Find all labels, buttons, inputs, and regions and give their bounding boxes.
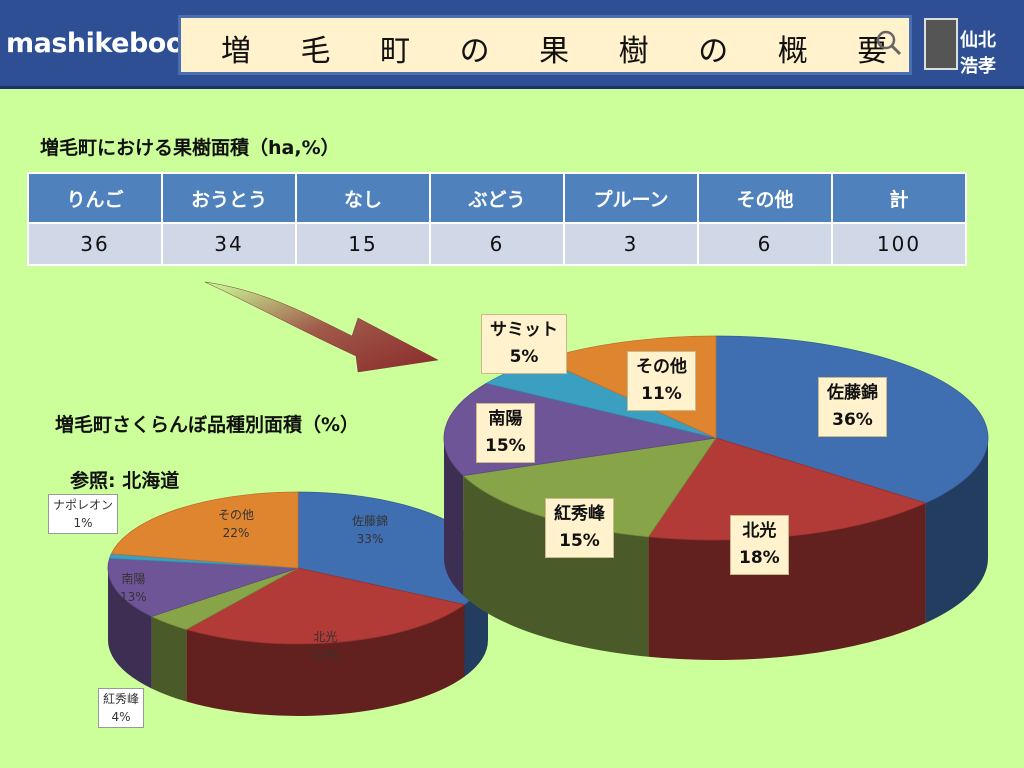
small-pie-label-2: 紅秀峰 4% [98,688,145,728]
small-pie-label-name: 南陽 [121,572,146,586]
pie-slice-北光 [647,437,927,541]
large-pie-label-value: 36% [832,410,873,430]
large-pie-label-name: 南陽 [488,409,523,429]
small-pie-label-name: 佐藤錦 [352,514,389,528]
pie-side-南陽 [444,438,464,596]
large-pie-label-value: 15% [559,531,600,551]
large-pie-label-2: 紅秀峰 15% [545,498,614,558]
small-pie-label-0: 佐藤錦 33% [352,512,388,548]
table-header-cell: 計 [831,172,967,224]
table-cell: 100 [831,222,967,266]
header-divider [0,86,1024,89]
small-pie-chart [107,491,489,717]
pie-slice-南陽 [107,558,299,617]
large-pie-label-value: 5% [509,347,539,367]
small-pie-label-value: 4% [111,710,131,724]
author-logo-text: 仙北 浩孝 [960,30,996,77]
small-pie-label-value: 22% [222,526,250,540]
fruit-area-table: りんご おうとう なし ぶどう プルーン その他 計 36 34 15 6 3 … [27,172,967,266]
table-cell: 15 [295,222,431,266]
large-pie-label-value: 18% [739,548,780,568]
large-pie-label-value: 15% [485,436,526,456]
table-cell: 36 [27,222,163,266]
search-icon[interactable] [874,28,904,58]
page-title-box: 増 毛 町 の 果 樹 の 概 要 [178,15,912,75]
large-pie-label-name: その他 [636,357,687,377]
pie-side-北光 [186,604,465,717]
table-header-cell: ぶどう [429,172,565,224]
author-photo [924,18,958,70]
small-pie-label-4: ナポレオン 1% [48,494,119,534]
small-pie-label-name: ナポレオン [53,498,114,512]
small-pie-label-name: 紅秀峰 [103,692,140,706]
small-pie-label-value: 13% [120,590,147,604]
pie-side-佐藤錦 [925,438,988,624]
source-reference: 参照: 北海道 [70,470,180,492]
table-header-cell: おうとう [161,172,297,224]
small-pie-title: 増毛町さくらんぼ品種別面積（%） [55,414,360,436]
large-pie-label-0: 佐藤錦 36% [818,377,887,437]
table-cell: 3 [563,222,699,266]
large-pie-label-name: 佐藤錦 [827,383,878,403]
large-pie-chart [443,335,989,660]
small-pie-label-3: 南陽 13% [120,570,147,606]
table-cell: 6 [429,222,565,266]
pie-slice-その他 [110,491,299,569]
small-pie-label-5: その他 22% [218,506,254,542]
table-header-cell: その他 [697,172,833,224]
large-pie-label-3: 南陽 15% [476,403,535,463]
large-pie-label-value: 11% [641,384,682,404]
table-cell: 6 [697,222,833,266]
small-pie-label-value: 1% [73,516,93,530]
small-pie-label-name: その他 [218,508,255,522]
large-pie-label-1: 北光 18% [730,515,789,575]
table-cell: 34 [161,222,297,266]
pie-side-紅秀峰 [463,475,649,657]
page-title: 増 毛 町 の 果 樹 の 概 要 [221,34,908,69]
table-row: 36 34 15 6 3 6 100 [27,222,967,266]
pie-side-紅秀峰 [151,616,187,702]
small-pie-label-1: 北光 27% [312,628,339,664]
small-pie-label-value: 33% [356,532,384,546]
table-header-cell: なし [295,172,431,224]
brand-logo[interactable]: mashikebook [6,17,202,71]
pie-slice-北光 [185,567,466,645]
small-pie-label-name: 北光 [313,630,338,644]
large-pie-label-4: サミット 5% [481,314,567,374]
large-pie-label-5: その他 11% [627,351,696,411]
small-pie-label-value: 27% [312,648,339,662]
pie-side-北光 [648,503,926,660]
large-pie-label-name: 北光 [742,521,777,541]
table-header-cell: りんご [27,172,163,224]
curved-arrow [204,281,439,373]
table-header-cell: プルーン [563,172,699,224]
large-pie-label-name: 紅秀峰 [554,504,605,524]
pie-slice-紅秀峰 [462,437,717,538]
pie-side-南陽 [108,568,152,689]
table-header-row: りんご おうとう なし ぶどう プルーン その他 計 [27,172,967,224]
large-pie-label-name: サミット [490,320,558,340]
author-logo: 仙北 浩孝 [924,18,1018,77]
table-title: 増毛町における果樹面積（ha,%） [40,137,340,159]
